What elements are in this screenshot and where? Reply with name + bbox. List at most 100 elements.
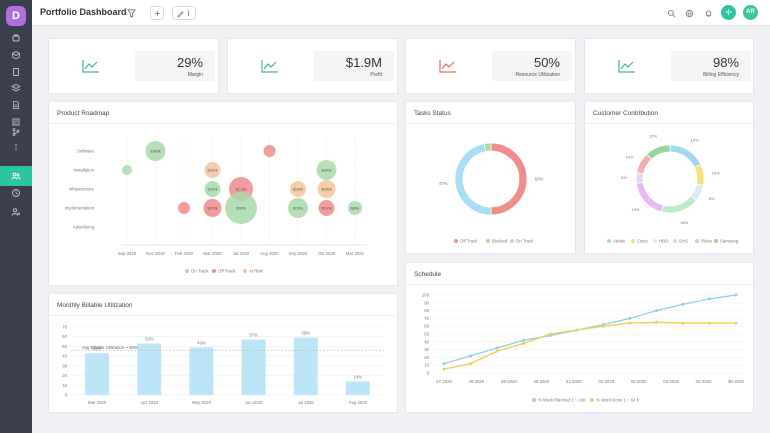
bubble-off-track xyxy=(203,199,222,217)
legend-label: HBO xyxy=(659,239,669,244)
sidebar-item-file[interactable] xyxy=(0,97,32,113)
schedule-card: Schedule 0 10 20 30 40 50 60 70 80 90 100 27-2020 28… xyxy=(405,262,754,413)
sidebar-item-clock[interactable] xyxy=(0,185,32,201)
bubble-at-risk xyxy=(317,180,336,198)
legend-swatch xyxy=(510,239,514,243)
series-point xyxy=(707,321,711,325)
x-tick-label: 28-2020 xyxy=(469,379,485,384)
users-icon xyxy=(11,172,21,180)
edit-toolbar[interactable] xyxy=(172,6,196,20)
legend-swatch xyxy=(673,239,677,243)
y-tick-label: 20 xyxy=(62,373,67,378)
legend-swatch xyxy=(714,239,718,243)
y-tick-label: 10 xyxy=(62,383,67,388)
legend-label: On Track xyxy=(516,239,534,244)
app-logo[interactable]: D xyxy=(6,6,26,26)
x-tick-label: 30-2020 xyxy=(533,379,549,384)
series-point xyxy=(495,349,499,353)
card-title: Monthly Billable Utilization xyxy=(57,302,133,309)
bar xyxy=(345,381,370,395)
sidebar-item-users[interactable] xyxy=(0,166,32,186)
x-tick-label: May 2020 xyxy=(192,400,211,405)
card-title: Customer Contribution xyxy=(593,110,659,117)
y-tick-label: 40 xyxy=(424,339,429,344)
sidebar-item-layers[interactable] xyxy=(0,80,32,96)
sidebar-item-box[interactable] xyxy=(0,47,32,63)
y-tick-label: 30 xyxy=(62,363,67,368)
series-point xyxy=(628,321,632,325)
bar-value-label: 53% xyxy=(145,337,154,342)
slice-label: 50% xyxy=(535,177,544,182)
x-tick-label: $6-2020 xyxy=(728,379,744,384)
bubble-on-track xyxy=(122,165,132,175)
sidebar-item-stack[interactable] xyxy=(0,30,32,46)
y-tick-label: 60 xyxy=(62,334,67,339)
y-tick-label: 70 xyxy=(424,316,429,321)
y-tick-label: 20 xyxy=(424,355,429,360)
x-tick-label: 02-2020 xyxy=(631,379,647,384)
y-tick-label: 70 xyxy=(62,325,67,330)
slice-label: 47% xyxy=(439,181,448,186)
customer-slice xyxy=(669,144,702,169)
y-category-label: Installation xyxy=(73,168,94,173)
tasks-slice xyxy=(483,142,492,152)
x-tick-label: Jul 2020 xyxy=(233,251,250,256)
x-tick-label: 29-2020 xyxy=(501,379,517,384)
legend-label: Rides xyxy=(701,239,712,244)
series-point xyxy=(522,338,526,342)
trend-chart-icon xyxy=(439,60,456,73)
bar xyxy=(137,343,162,395)
add-button[interactable]: + xyxy=(721,5,736,20)
bubble-label: $60k xyxy=(351,207,359,211)
kpi-value: 50% xyxy=(533,55,560,70)
bar xyxy=(241,339,266,395)
x-tick-label: 01-2020 xyxy=(598,379,614,384)
bar-value-label: 14% xyxy=(354,374,363,379)
avatar[interactable]: AR xyxy=(743,5,758,20)
trend-chart-icon xyxy=(261,60,278,73)
bar-value-label: 57% xyxy=(249,333,258,338)
bubble-on-track xyxy=(145,141,166,161)
y-category-label: Software xyxy=(77,149,95,154)
bubble-label: $160k xyxy=(207,169,217,173)
sidebar-item-note[interactable] xyxy=(0,114,32,130)
customer-slice xyxy=(661,195,697,214)
sidebar-item-more[interactable] xyxy=(0,139,32,155)
monthly-billable-utilization-card: Monthly Billable Utilization 0 10 20 30 40 50… xyxy=(48,293,398,413)
kpi-label: Margin xyxy=(187,72,203,78)
x-tick-label: Nov 2019 xyxy=(146,251,165,256)
bubble-label: $380k xyxy=(321,169,331,173)
x-tick-label: 03-2020 xyxy=(663,379,679,384)
filter-icon[interactable] xyxy=(124,6,138,20)
search-icon[interactable] xyxy=(664,6,678,20)
y-tick-label: 100 xyxy=(422,293,430,298)
bubble-on-track xyxy=(225,192,257,224)
x-tick-label: Jun 2020 xyxy=(245,400,263,405)
sidebar-item-document[interactable] xyxy=(0,64,32,80)
kpi-value: 98% xyxy=(712,55,739,70)
bubble-label: $500k xyxy=(236,207,246,211)
kpi-label: Billing Efficiency xyxy=(702,72,739,78)
customer-slice xyxy=(635,172,644,184)
x-tick-label: Jul 2020 xyxy=(298,400,315,405)
series-point xyxy=(681,302,685,306)
bell-icon[interactable] xyxy=(701,6,715,20)
bubble-label: $230k xyxy=(293,207,303,211)
y-category-label: Infrastructure xyxy=(69,187,95,192)
tasks-status-card: Tasks Status 50% 47% Off Track Blocked On Tr… xyxy=(405,101,576,254)
sidebar-item-user-settings[interactable] xyxy=(0,204,32,220)
bubble-label: $200k xyxy=(207,207,217,211)
x-tick-label: Sep 2020 xyxy=(289,251,308,256)
stack-icon xyxy=(12,34,20,42)
kpi-card-profit: $1.9M Profit xyxy=(227,38,398,94)
donut-chart: 18% 10% 8% 18% 19% 5% 10% 12% Adobe Cisco HBO SHS Ri… xyxy=(607,134,739,244)
legend-label: Off Track xyxy=(218,269,236,274)
tasks-slice xyxy=(490,142,528,216)
kpi-card-billing-efficiency: 98% Billing Efficiency xyxy=(584,38,754,94)
x-tick-label: Mar 2020 xyxy=(203,251,222,256)
sidebar-item-branch[interactable] xyxy=(0,124,32,140)
globe-icon[interactable] xyxy=(682,6,696,20)
add-view-button[interactable] xyxy=(150,6,164,20)
box-icon xyxy=(12,51,20,60)
bubble-on-track xyxy=(316,160,337,180)
